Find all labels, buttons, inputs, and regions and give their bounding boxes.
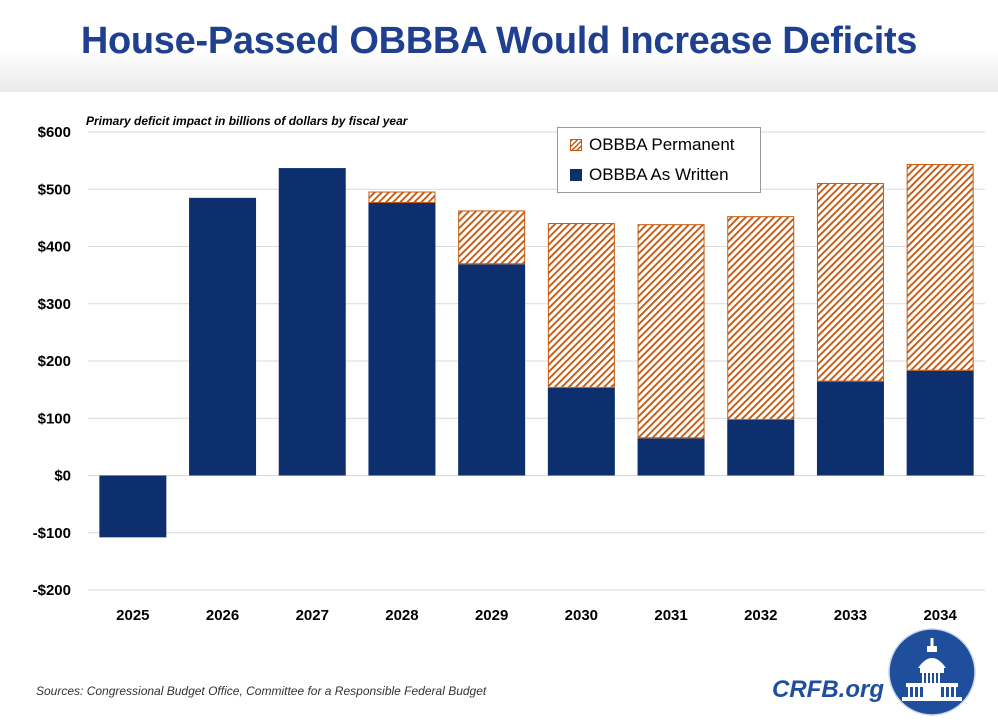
title-band: [0, 0, 998, 92]
legend-swatch-permanent: [570, 139, 582, 151]
brand-link[interactable]: CRFB.org: [772, 676, 884, 703]
bar-as-written-2029: [458, 264, 526, 476]
bar-as-written-2030: [547, 387, 615, 476]
x-tick-label: 2034: [923, 607, 957, 624]
x-tick-label: 2032: [744, 607, 777, 624]
chart-title: House-Passed OBBBA Would Increase Defici…: [80, 20, 918, 62]
x-tick-label: 2033: [834, 607, 867, 624]
y-tick-label: -$200: [33, 582, 71, 599]
bar-as-written-2026: [189, 197, 257, 476]
bar-as-written-2031: [637, 438, 705, 476]
x-tick-label: 2029: [475, 607, 508, 624]
bar-as-written-2028: [368, 202, 436, 476]
legend-item-as-written: OBBBA As Written: [570, 165, 729, 185]
legend-item-permanent: OBBBA Permanent: [570, 135, 735, 155]
bar-as-written-2027: [278, 168, 346, 476]
x-tick-label: 2026: [206, 607, 239, 624]
y-tick-label: $500: [38, 181, 71, 198]
y-tick-label: $100: [38, 410, 71, 427]
bars: [99, 164, 974, 538]
bar-permanent-2032: [727, 216, 795, 420]
sources-note: Sources: Congressional Budget Office, Co…: [36, 684, 487, 698]
bar-as-written-2034: [906, 370, 974, 476]
bar-permanent-2034: [906, 164, 974, 371]
bar-permanent-2029: [458, 210, 526, 265]
legend-swatch-as-written: [570, 169, 582, 181]
x-tick-label: 2028: [385, 607, 418, 624]
y-tick-label: $600: [38, 124, 71, 141]
x-axis-ticks: 2025 2026 2027 2028 2029 2030 2031 2032 2033 2034: [116, 607, 957, 624]
y-axis-ticks: $600 $500 $400 $300 $200 $100 $0 -$100 -$200: [33, 124, 71, 599]
bar-as-written-2032: [727, 419, 795, 476]
bar-permanent-2033: [816, 182, 884, 382]
bar-permanent-2028: [368, 191, 436, 203]
x-tick-label: 2031: [654, 607, 687, 624]
bar-permanent-2030: [547, 223, 615, 388]
legend: OBBBA Permanent OBBBA As Written: [557, 127, 761, 193]
bar-as-written-2033: [816, 381, 884, 476]
bar-permanent-2031: [637, 224, 705, 439]
y-tick-label: -$100: [33, 525, 71, 542]
x-tick-label: 2027: [296, 607, 329, 624]
y-tick-label: $0: [54, 468, 71, 485]
x-tick-label: 2030: [565, 607, 598, 624]
legend-label-permanent: OBBBA Permanent: [589, 135, 735, 154]
capitol-seal-icon: [886, 626, 978, 718]
chart-subtitle: Primary deficit impact in billions of do…: [86, 114, 408, 128]
bar-as-written-2025: [99, 475, 167, 538]
y-tick-label: $400: [38, 239, 71, 256]
x-tick-label: 2025: [116, 607, 149, 624]
legend-label-as-written: OBBBA As Written: [589, 165, 729, 184]
y-tick-label: $300: [38, 296, 71, 313]
y-tick-label: $200: [38, 353, 71, 370]
